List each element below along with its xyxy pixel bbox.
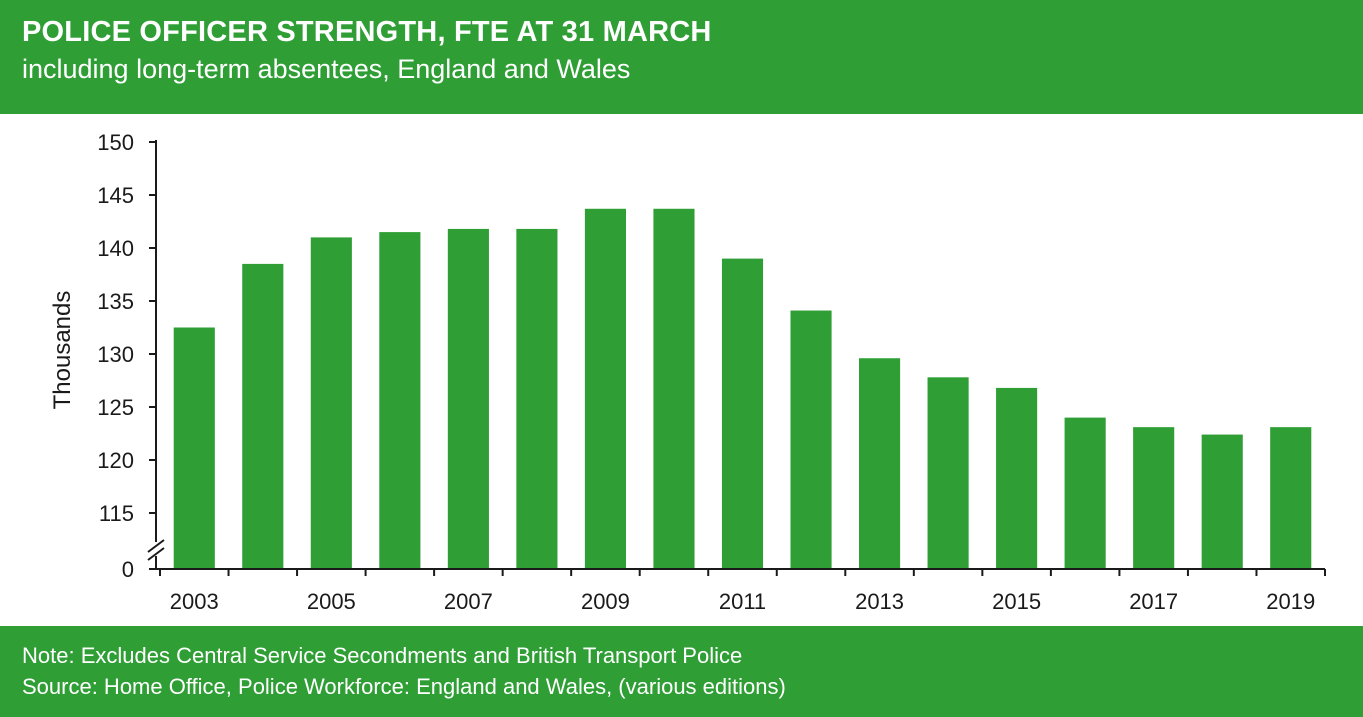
- x-tick-label: 2013: [855, 589, 904, 614]
- x-tick-label: 2003: [170, 589, 219, 614]
- bar-2018: [1201, 434, 1243, 569]
- bar-2005: [310, 237, 352, 569]
- bars-group: [173, 208, 1312, 570]
- y-axis-label: Thousands: [49, 291, 76, 410]
- bar-2007: [447, 228, 489, 570]
- x-tick-label: 2011: [719, 589, 766, 614]
- y-tick-label: 120: [97, 448, 134, 473]
- bar-2004: [242, 263, 284, 569]
- axis-break-mark: [147, 539, 165, 553]
- bar-2019: [1270, 427, 1312, 569]
- chart-header: POLICE OFFICER STRENGTH, FTE AT 31 MARCH…: [0, 0, 1363, 114]
- bar-2014: [927, 377, 969, 569]
- bar-2016: [1064, 417, 1106, 569]
- bar-2003: [173, 327, 215, 569]
- bar-2009: [584, 208, 626, 569]
- chart-footer: Note: Excludes Central Service Secondmen…: [0, 626, 1363, 717]
- axis-break-mark: [147, 547, 165, 561]
- y-tick-label: 0: [122, 557, 134, 582]
- x-tick-label: 2009: [581, 589, 630, 614]
- x-tick-label: 2005: [307, 589, 356, 614]
- y-tick-label: 140: [97, 236, 134, 261]
- y-axis: 0 115 120 125 130 135 140 145 150: [97, 130, 165, 582]
- bar-2017: [1133, 427, 1175, 569]
- y-tick-label: 145: [97, 183, 134, 208]
- bar-2011: [721, 258, 764, 569]
- y-tick-label: 150: [97, 130, 134, 155]
- bar-2008: [516, 228, 558, 570]
- chart-area: 0 115 120 125 130 135 140 145 150 2003 2005 2007 20…: [0, 114, 1363, 626]
- chart-title: POLICE OFFICER STRENGTH, FTE AT 31 MARCH: [22, 16, 712, 48]
- bar-2006: [379, 232, 421, 569]
- bar-2012: [790, 310, 832, 569]
- x-axis: 2003 2005 2007 2009 2011 2013 2015 2017 2019: [156, 568, 1326, 614]
- y-tick-label: 125: [97, 395, 134, 420]
- x-tick-label: 2017: [1129, 589, 1178, 614]
- footer-note: Note: Excludes Central Service Secondmen…: [22, 643, 743, 668]
- x-tick-label: 2019: [1266, 589, 1315, 614]
- y-tick-label: 135: [97, 289, 134, 314]
- y-tick-label: 115: [99, 501, 134, 526]
- bar-2013: [859, 358, 901, 569]
- chart-subtitle: including long-term absentees, England a…: [22, 54, 631, 84]
- x-tick-label: 2015: [992, 589, 1041, 614]
- footer-source: Source: Home Office, Police Workforce: E…: [22, 674, 786, 699]
- bar-2015: [996, 387, 1038, 569]
- y-tick-label: 130: [97, 342, 134, 367]
- bar-2010: [653, 208, 695, 569]
- x-tick-label: 2007: [444, 589, 493, 614]
